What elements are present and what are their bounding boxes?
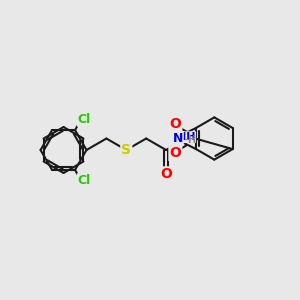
Text: NH: NH: [177, 132, 195, 142]
Text: O: O: [169, 146, 181, 161]
Text: -H: -H: [184, 135, 196, 145]
Text: O: O: [160, 167, 172, 182]
Text: Cl: Cl: [78, 174, 91, 187]
Text: N: N: [172, 132, 183, 145]
Text: O: O: [169, 117, 181, 131]
Text: Cl: Cl: [78, 113, 91, 126]
Text: S: S: [121, 143, 131, 157]
